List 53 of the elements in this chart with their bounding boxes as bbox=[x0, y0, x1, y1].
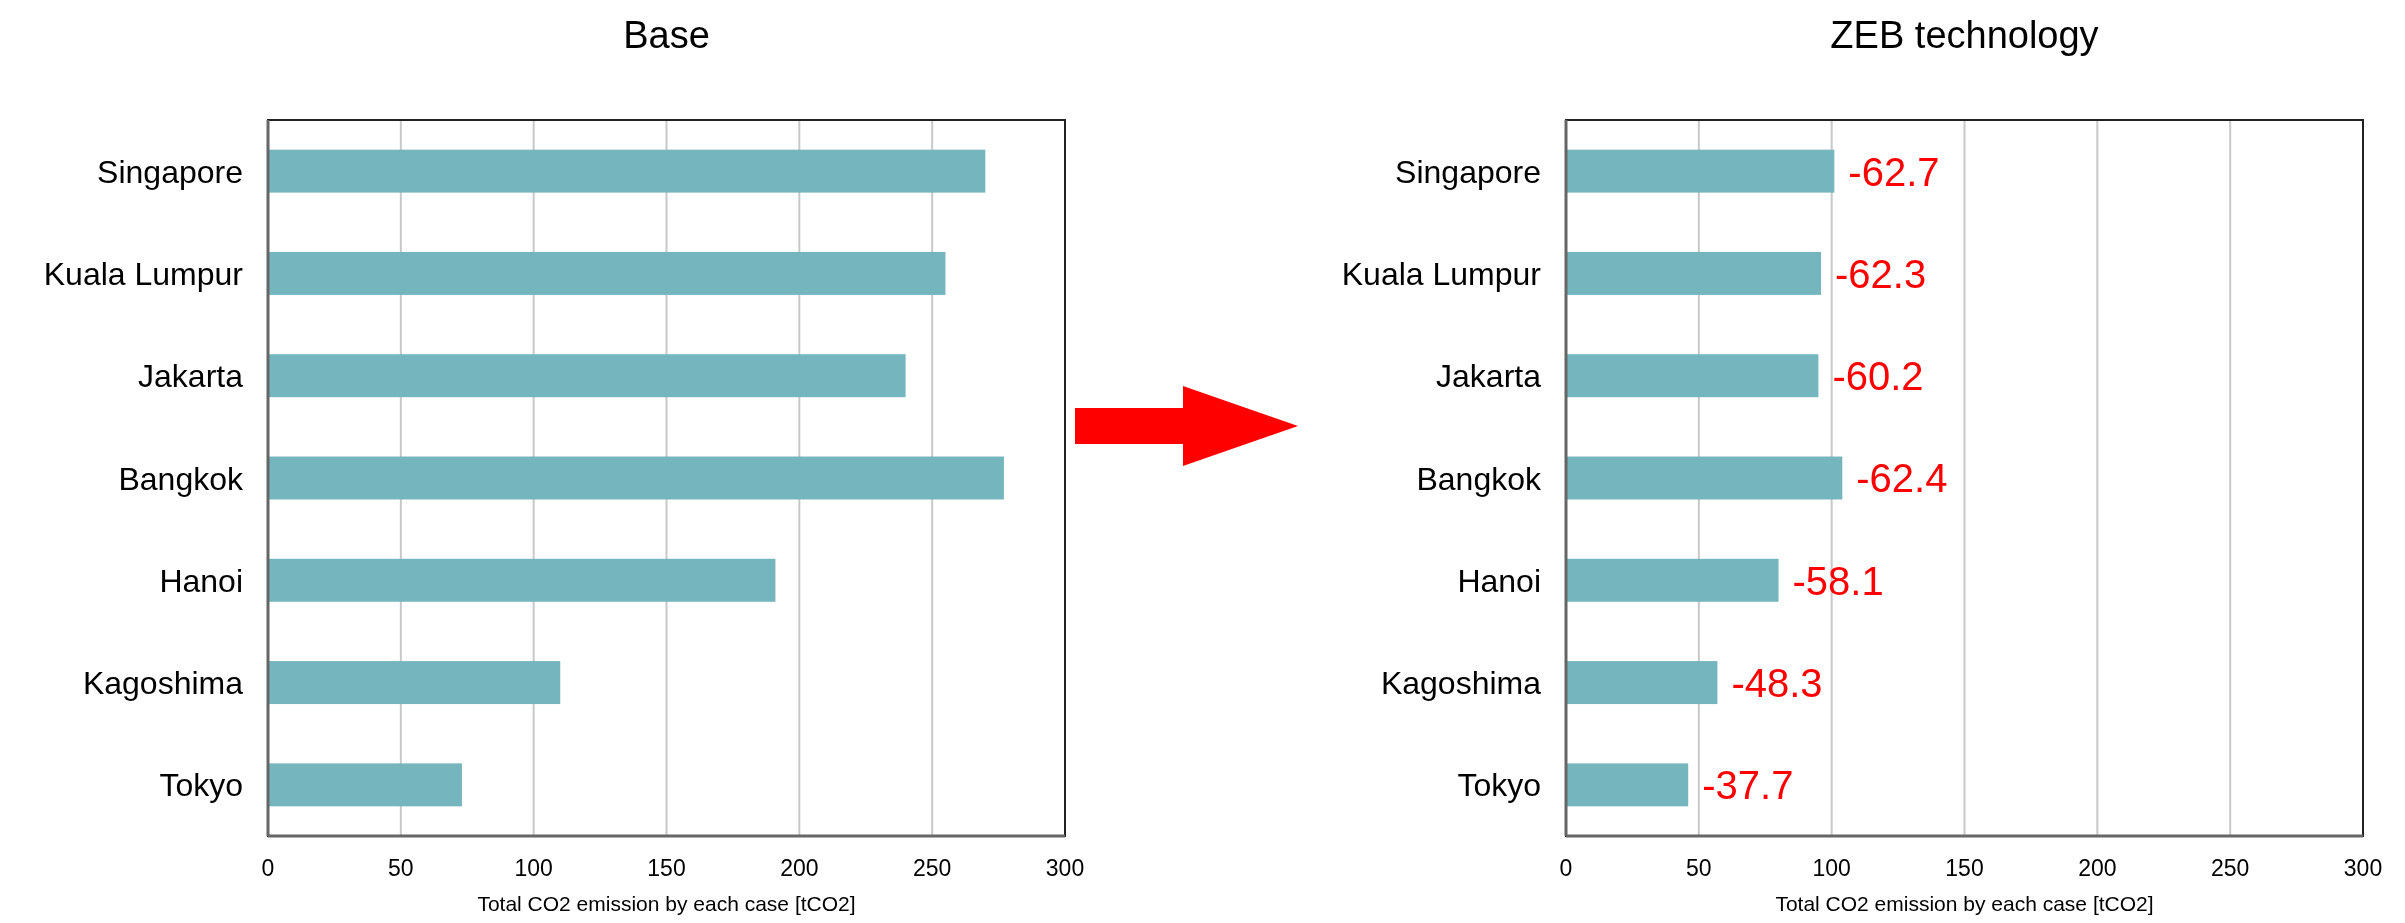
x-axis-title: Total CO2 emission by each case [tCO2] bbox=[477, 892, 856, 915]
y-tick-label: Kagoshima bbox=[1380, 665, 1542, 702]
x-tick-label: 300 bbox=[1045, 855, 1085, 881]
y-tick-label: Hanoi bbox=[1457, 562, 1541, 599]
x-tick-label: 100 bbox=[514, 855, 553, 881]
bar bbox=[1566, 354, 1819, 398]
bar bbox=[268, 661, 561, 705]
bar bbox=[1566, 558, 1779, 602]
bar bbox=[1566, 251, 1822, 295]
x-tick-label: 200 bbox=[780, 855, 819, 881]
y-tick-label: Kuala Lumpur bbox=[1341, 255, 1542, 292]
bar bbox=[268, 354, 906, 398]
bar bbox=[268, 251, 946, 295]
x-tick-label: 200 bbox=[2078, 855, 2117, 881]
y-tick-label: Jakarta bbox=[1436, 358, 1542, 395]
annotation: -62.3 bbox=[1835, 251, 1927, 296]
y-tick-label: Bangkok bbox=[118, 460, 244, 497]
bar bbox=[1566, 149, 1835, 193]
y-tick-label: Singapore bbox=[1395, 153, 1541, 190]
y-tick-label: Kagoshima bbox=[82, 665, 244, 702]
x-tick-label: 50 bbox=[1686, 855, 1712, 881]
y-tick-label: Tokyo bbox=[159, 767, 243, 804]
annotation: -62.4 bbox=[1856, 456, 1948, 501]
x-tick-label: 50 bbox=[388, 855, 414, 881]
bar bbox=[268, 763, 462, 807]
y-tick-label: Bangkok bbox=[1416, 460, 1542, 497]
annotation: -48.3 bbox=[1731, 660, 1823, 705]
y-tick-label: Jakarta bbox=[138, 358, 244, 395]
y-tick-label: Kuala Lumpur bbox=[43, 255, 244, 292]
x-tick-label: 250 bbox=[912, 855, 952, 881]
annotation: -62.7 bbox=[1848, 149, 1940, 194]
bar bbox=[1566, 763, 1689, 807]
x-tick-label: 250 bbox=[2210, 855, 2250, 881]
x-tick-label: 0 bbox=[261, 855, 275, 881]
annotation: -60.2 bbox=[1832, 354, 1924, 399]
bar bbox=[1566, 456, 1843, 500]
x-tick-label: 100 bbox=[1812, 855, 1851, 881]
chart-title: ZEB technology bbox=[1830, 14, 2099, 56]
chart-title: Base bbox=[623, 14, 710, 56]
annotation: -58.1 bbox=[1792, 558, 1884, 603]
bar bbox=[268, 149, 986, 193]
y-tick-label: Hanoi bbox=[159, 562, 243, 599]
x-tick-label: 0 bbox=[1559, 855, 1573, 881]
x-tick-label: 150 bbox=[647, 855, 686, 881]
x-axis-title: Total CO2 emission by each case [tCO2] bbox=[1775, 892, 2154, 915]
y-tick-label: Tokyo bbox=[1457, 767, 1541, 804]
x-tick-label: 300 bbox=[2343, 855, 2383, 881]
bar bbox=[268, 558, 776, 602]
y-tick-label: Singapore bbox=[97, 153, 243, 190]
bar bbox=[1566, 661, 1718, 705]
annotation: -37.7 bbox=[1702, 763, 1794, 808]
x-tick-label: 150 bbox=[1945, 855, 1984, 881]
bar bbox=[268, 456, 1004, 500]
